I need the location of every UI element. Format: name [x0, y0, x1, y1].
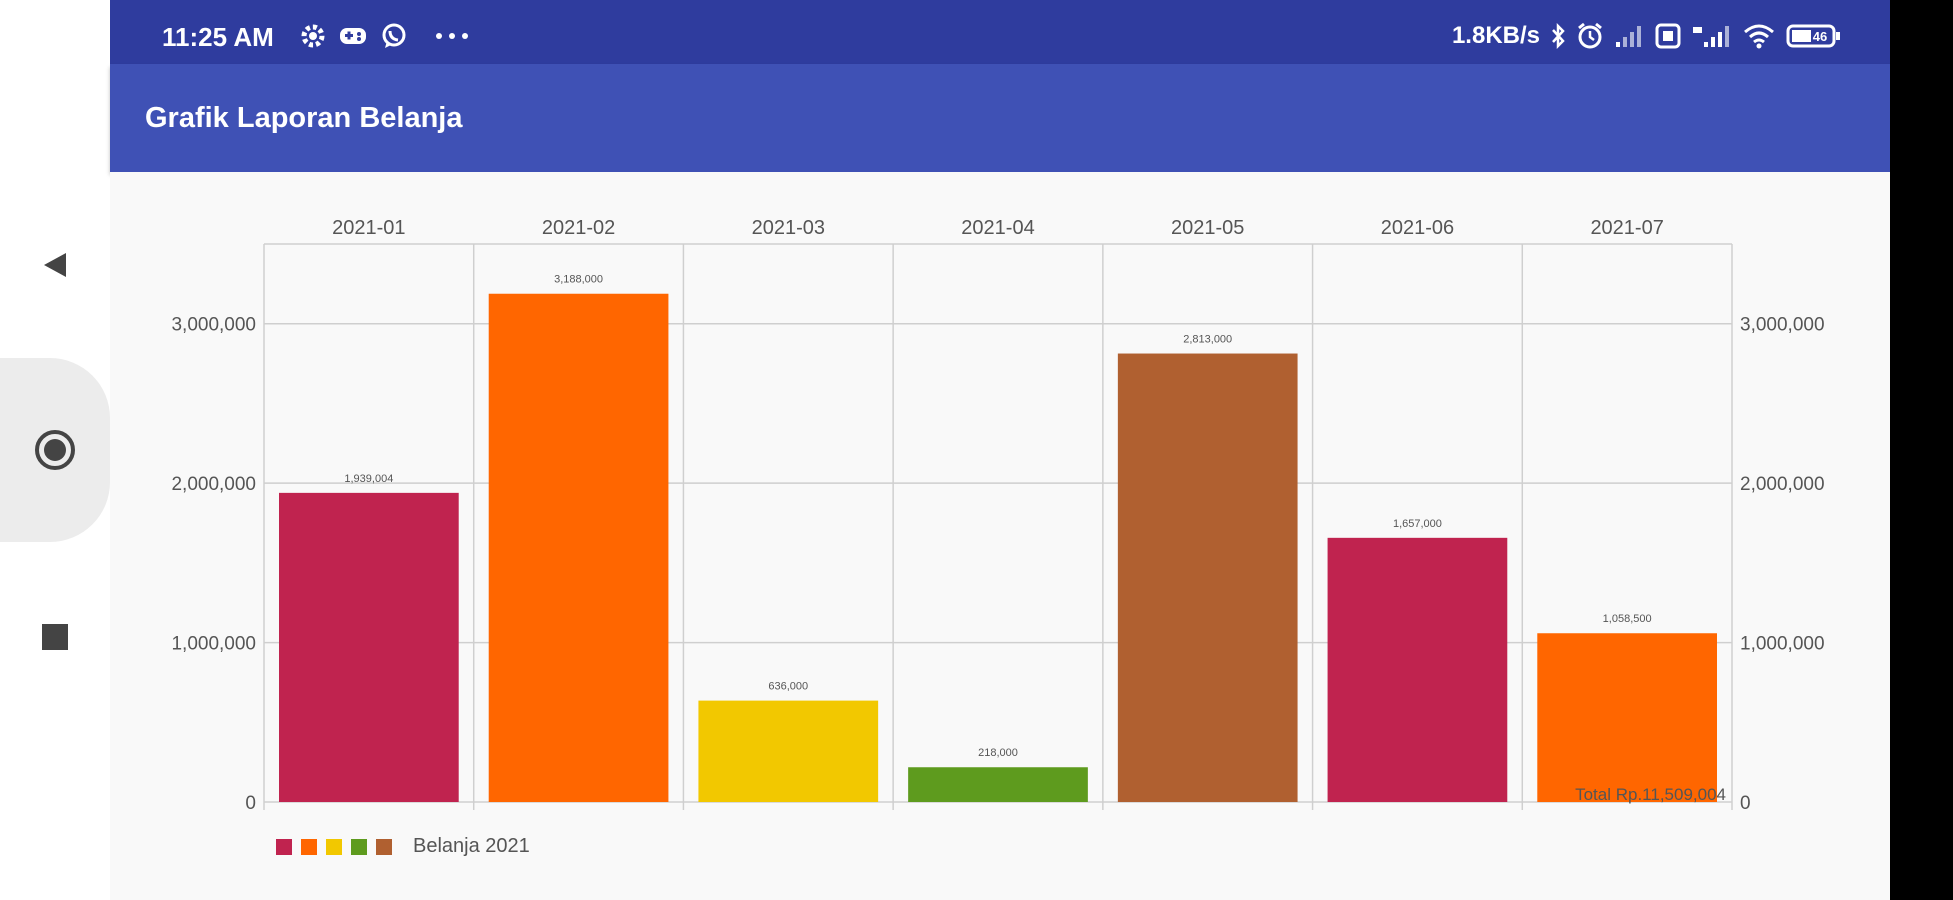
x-tick-label: 2021-07 [1590, 217, 1663, 239]
signal-icon [1616, 26, 1641, 47]
gamepad-icon [340, 28, 366, 44]
bar [1537, 633, 1717, 802]
bar-value-label: 636,000 [768, 681, 808, 693]
y-tick-label-right: 0 [1740, 793, 1751, 814]
whatsapp-icon [382, 23, 406, 48]
signal-icon [1693, 26, 1729, 47]
wifi-icon [1744, 24, 1774, 49]
bar [279, 492, 459, 802]
recents-icon [42, 624, 68, 650]
x-tick-label: 2021-03 [752, 217, 825, 239]
bar [1117, 353, 1298, 802]
legend-swatch [351, 838, 367, 855]
battery-icon: 46 [1786, 24, 1840, 48]
back-button[interactable] [0, 240, 110, 290]
bluetooth-icon [1552, 23, 1565, 49]
bar-chart[interactable]: 0 0 1,000,000 1,000,000 2,000,000 2,000,000 3,… [110, 172, 1890, 900]
app-bar: Grafik Laporan Belanja [110, 64, 1890, 172]
bar-value-label: 218,000 [978, 747, 1018, 759]
bar-value-label: 1,939,004 [344, 473, 393, 485]
back-icon [44, 253, 66, 277]
bar-value-label: 1,058,500 [1603, 613, 1652, 625]
bar [908, 767, 1088, 802]
x-tick-label: 2021-02 [542, 217, 615, 239]
battery-level: 46 [1813, 29, 1827, 44]
legend-label: Belanja 2021 [413, 835, 530, 857]
y-tick-label-right: 1,000,000 [1740, 634, 1825, 655]
bar [1327, 537, 1508, 802]
chart-container: 0 0 1,000,000 1,000,000 2,000,000 2,000,000 3,… [110, 172, 1890, 900]
y-tick-label-left: 3,000,000 [171, 315, 256, 336]
y-tick-label-left: 0 [245, 793, 256, 814]
y-tick-label-left: 2,000,000 [171, 474, 256, 495]
chart-legend: Belanja 2021 [276, 835, 530, 858]
sim-icon [1655, 23, 1681, 49]
page-title: Grafik Laporan Belanja [145, 102, 463, 134]
network-speed: 1.8KB/s [1451, 22, 1540, 49]
legend-swatch [301, 838, 317, 855]
alarm-icon [1578, 22, 1602, 49]
chart-total-description: Total Rp.11,509,004 [1575, 785, 1726, 804]
x-tick-label: 2021-06 [1381, 217, 1454, 239]
bar [488, 293, 669, 802]
bar [698, 700, 879, 802]
status-time: 11:25 AM [162, 22, 274, 52]
y-tick-label-right: 2,000,000 [1740, 474, 1825, 495]
y-tick-label-right: 3,000,000 [1740, 315, 1825, 336]
navigation-bar [0, 0, 110, 900]
y-tick-label-left: 1,000,000 [171, 634, 256, 655]
bar-value-label: 2,813,000 [1183, 334, 1232, 346]
x-tick-label: 2021-05 [1171, 217, 1244, 239]
x-tick-label: 2021-01 [332, 217, 405, 239]
status-bar: 11:25 AM 1.8KB/s 46 [110, 0, 1890, 64]
home-icon [35, 430, 75, 470]
legend-swatches [276, 838, 392, 855]
bar-value-label: 3,188,000 [554, 274, 603, 286]
legend-swatch [326, 838, 342, 855]
more-dots-icon [436, 33, 468, 39]
home-button[interactable] [0, 425, 110, 475]
screen-edge [1890, 0, 1953, 900]
x-tick-label: 2021-04 [961, 217, 1034, 239]
gear-icon [301, 24, 325, 48]
bar-value-label: 1,657,000 [1393, 518, 1442, 530]
recents-button[interactable] [0, 612, 110, 662]
legend-swatch [376, 838, 392, 855]
legend-swatch [276, 838, 292, 855]
